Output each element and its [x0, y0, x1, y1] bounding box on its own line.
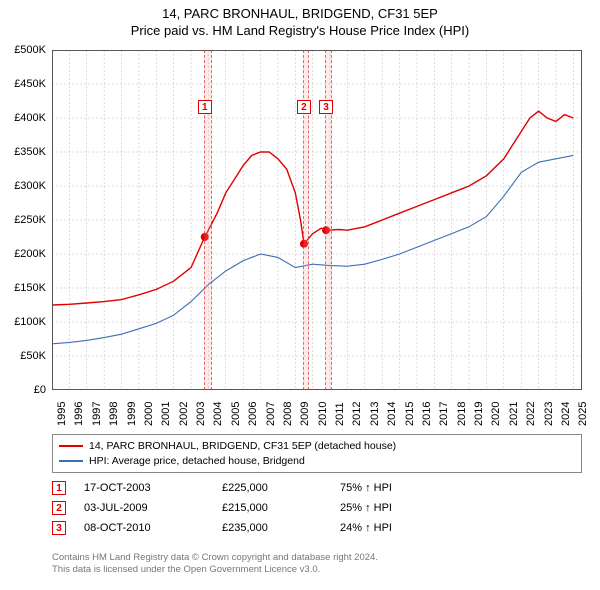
- y-tick-label: £450K: [14, 78, 46, 90]
- y-tick-label: £150K: [14, 282, 46, 294]
- x-tick-label: 2005: [230, 402, 242, 426]
- sales-table: 1 17-OCT-2003 £225,000 75% ↑ HPI 2 03-JU…: [52, 478, 582, 538]
- sale-pct-vs-hpi: 75% ↑ HPI: [340, 482, 460, 494]
- x-tick-label: 2007: [265, 402, 277, 426]
- title-subtitle: Price paid vs. HM Land Registry's House …: [0, 23, 600, 40]
- y-tick-label: £350K: [14, 146, 46, 158]
- sale-flag-icon: 1: [198, 100, 212, 114]
- y-tick-label: £100K: [14, 316, 46, 328]
- sale-date: 03-JUL-2009: [84, 502, 204, 514]
- x-tick-label: 2001: [160, 402, 172, 426]
- y-tick-label: £200K: [14, 248, 46, 260]
- legend-label-hpi: HPI: Average price, detached house, Brid…: [89, 454, 305, 469]
- x-tick-label: 2000: [143, 402, 155, 426]
- x-tick-label: 1997: [91, 402, 103, 426]
- grid-lines: [52, 50, 582, 390]
- y-tick-label: £50K: [20, 350, 46, 362]
- chart-svg: [52, 50, 582, 390]
- x-tick-label: 2003: [195, 402, 207, 426]
- x-tick-label: 2013: [369, 402, 381, 426]
- y-axis-labels: £0£50K£100K£150K£200K£250K£300K£350K£400…: [0, 50, 50, 390]
- x-tick-label: 2004: [212, 402, 224, 426]
- x-tick-label: 2020: [490, 402, 502, 426]
- x-tick-label: 2021: [508, 402, 520, 426]
- sale-pct-vs-hpi: 24% ↑ HPI: [340, 522, 460, 534]
- page-root: 14, PARC BRONHAUL, BRIDGEND, CF31 5EP Pr…: [0, 0, 600, 590]
- y-tick-label: £250K: [14, 214, 46, 226]
- x-tick-label: 1996: [73, 402, 85, 426]
- sale-price: £225,000: [222, 482, 322, 494]
- sale-flag-icon: 2: [297, 100, 311, 114]
- title-block: 14, PARC BRONHAUL, BRIDGEND, CF31 5EP Pr…: [0, 0, 600, 40]
- y-tick-label: £0: [34, 384, 46, 396]
- x-tick-label: 2010: [317, 402, 329, 426]
- legend-swatch-property: [59, 445, 83, 447]
- x-tick-label: 2017: [438, 402, 450, 426]
- title-address: 14, PARC BRONHAUL, BRIDGEND, CF31 5EP: [0, 6, 600, 23]
- footnote-line2: This data is licensed under the Open Gov…: [52, 564, 582, 576]
- x-tick-label: 2019: [473, 402, 485, 426]
- x-tick-label: 2023: [543, 402, 555, 426]
- x-tick-label: 2014: [386, 402, 398, 426]
- legend-box: 14, PARC BRONHAUL, BRIDGEND, CF31 5EP (d…: [52, 434, 582, 473]
- x-tick-label: 2024: [560, 402, 572, 426]
- x-tick-label: 2012: [351, 402, 363, 426]
- sale-flag-icon: 2: [52, 501, 66, 515]
- footnote-line1: Contains HM Land Registry data © Crown c…: [52, 552, 582, 564]
- sale-date: 08-OCT-2010: [84, 522, 204, 534]
- sale-row: 1 17-OCT-2003 £225,000 75% ↑ HPI: [52, 478, 582, 498]
- x-tick-label: 2025: [577, 402, 589, 426]
- x-tick-label: 1998: [108, 402, 120, 426]
- y-tick-label: £500K: [14, 44, 46, 56]
- sale-row: 3 08-OCT-2010 £235,000 24% ↑ HPI: [52, 518, 582, 538]
- sale-date: 17-OCT-2003: [84, 482, 204, 494]
- sale-price: £235,000: [222, 522, 322, 534]
- sale-price: £215,000: [222, 502, 322, 514]
- x-tick-label: 1995: [56, 402, 68, 426]
- legend-row-hpi: HPI: Average price, detached house, Brid…: [59, 454, 575, 469]
- x-tick-label: 2002: [178, 402, 190, 426]
- x-tick-label: 2022: [525, 402, 537, 426]
- sale-row: 2 03-JUL-2009 £215,000 25% ↑ HPI: [52, 498, 582, 518]
- legend-label-property: 14, PARC BRONHAUL, BRIDGEND, CF31 5EP (d…: [89, 439, 396, 454]
- y-tick-label: £400K: [14, 112, 46, 124]
- x-tick-label: 2015: [404, 402, 416, 426]
- x-tick-label: 2016: [421, 402, 433, 426]
- sale-flag-icon: 1: [52, 481, 66, 495]
- x-tick-label: 2011: [334, 402, 346, 426]
- sale-flag-icon: 3: [52, 521, 66, 535]
- y-tick-label: £300K: [14, 180, 46, 192]
- x-tick-label: 2018: [456, 402, 468, 426]
- sale-pct-vs-hpi: 25% ↑ HPI: [340, 502, 460, 514]
- legend-swatch-hpi: [59, 460, 83, 462]
- chart-area: 1 23: [52, 50, 582, 390]
- legend-row-property: 14, PARC BRONHAUL, BRIDGEND, CF31 5EP (d…: [59, 439, 575, 454]
- x-tick-label: 2006: [247, 402, 259, 426]
- footnote: Contains HM Land Registry data © Crown c…: [52, 552, 582, 577]
- x-tick-label: 2008: [282, 402, 294, 426]
- x-tick-label: 2009: [299, 402, 311, 426]
- sale-flag-icon: 3: [319, 100, 333, 114]
- x-tick-label: 1999: [126, 402, 138, 426]
